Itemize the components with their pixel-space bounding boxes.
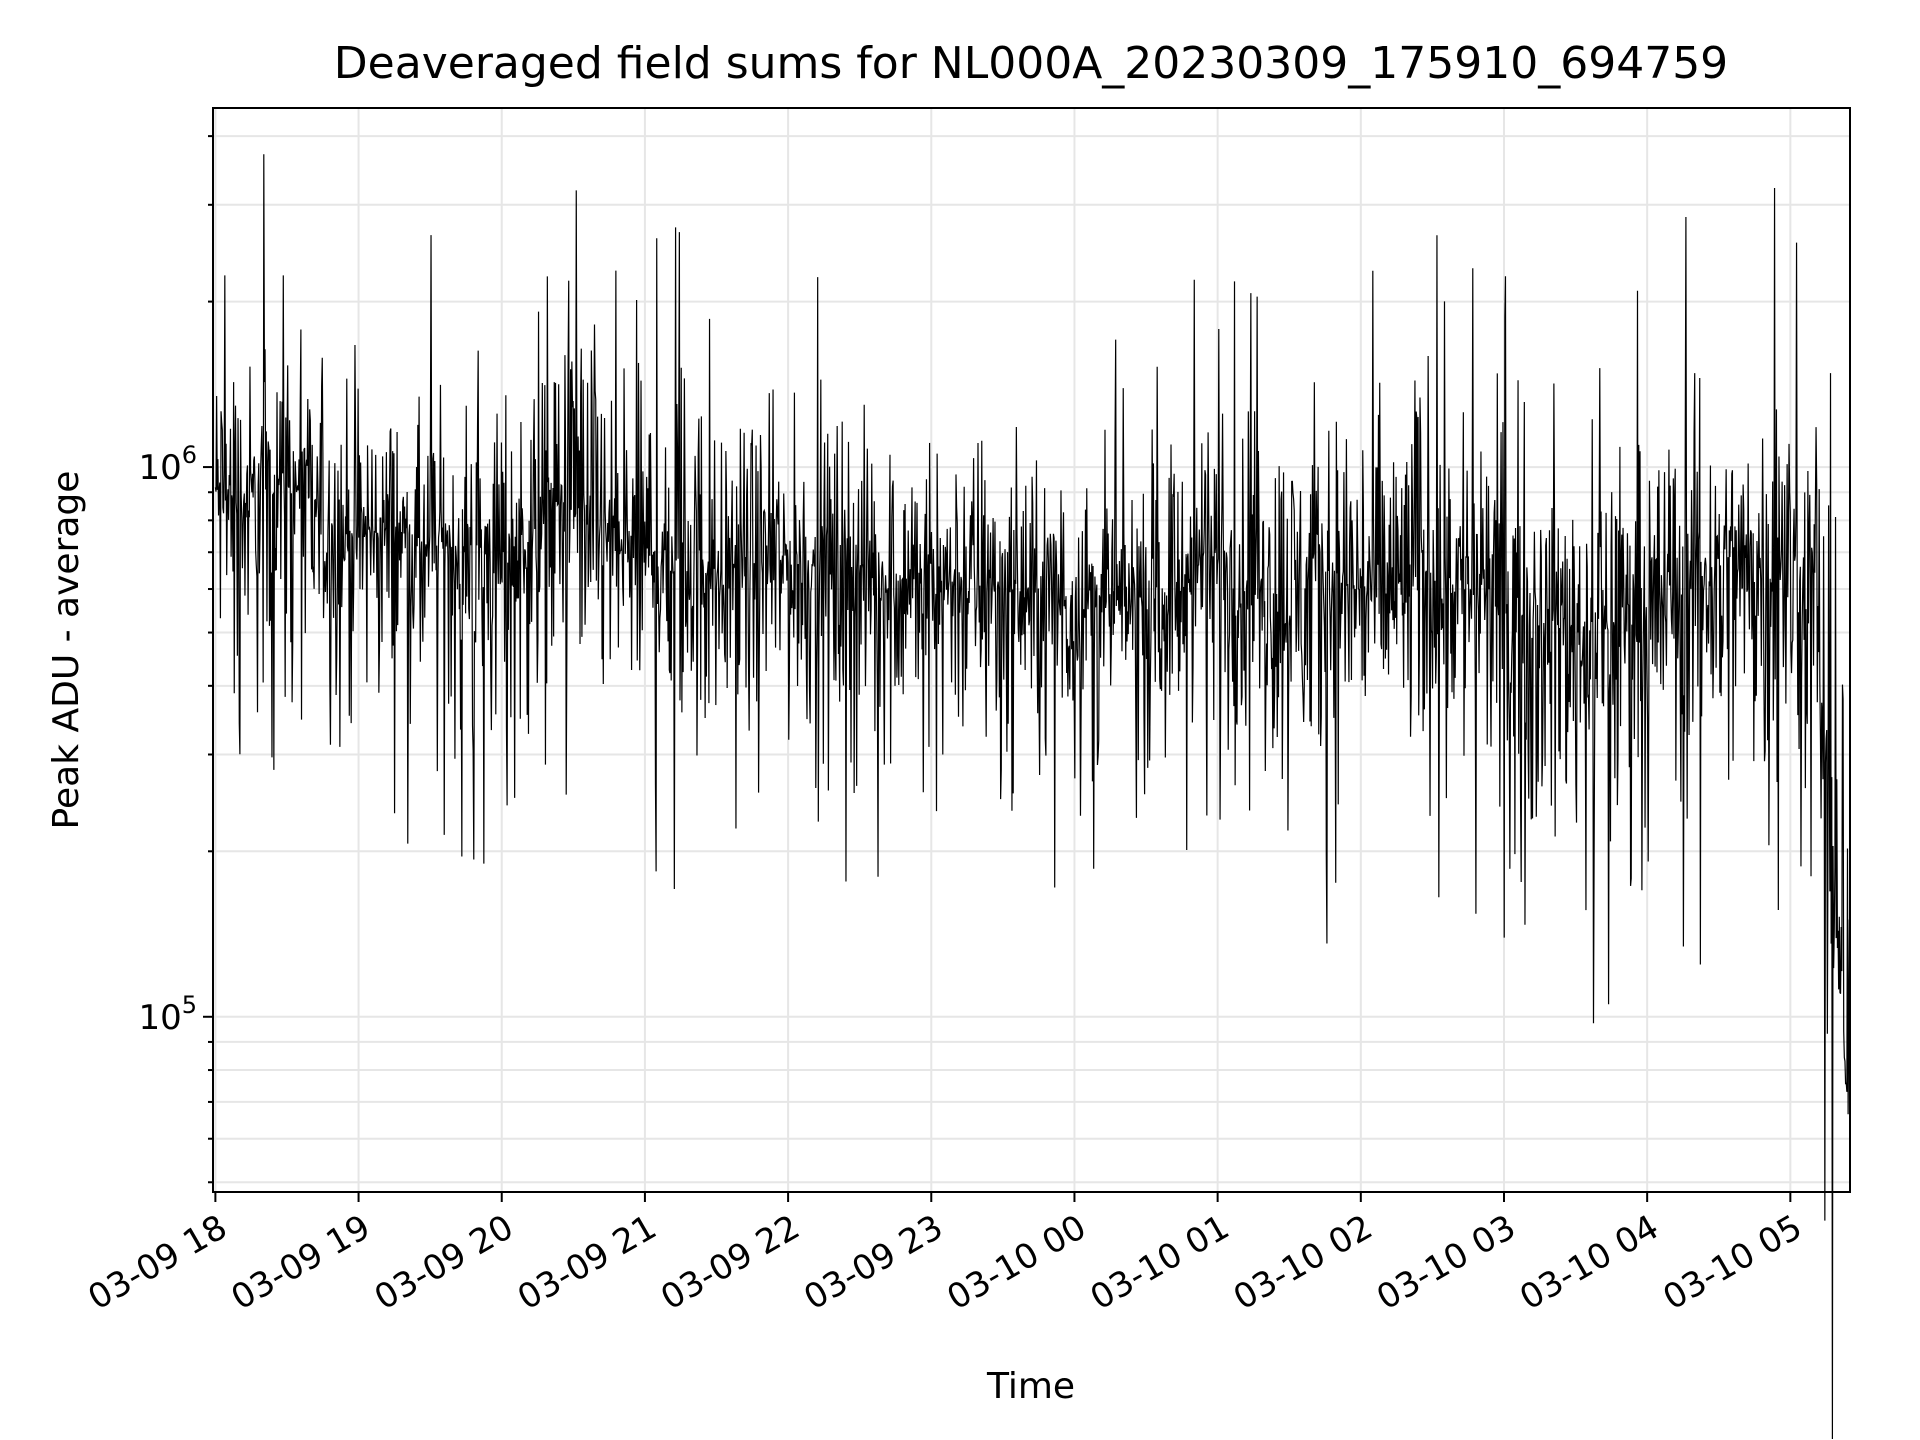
chart-title: Deaveraged field sums for NL000A_2023030… bbox=[334, 38, 1728, 89]
series-line bbox=[214, 154, 1851, 1440]
y-axis-label: Peak ADU - average bbox=[46, 471, 87, 830]
y-tick-label: 105 bbox=[138, 991, 197, 1038]
y-tick-label: 106 bbox=[138, 441, 197, 488]
series-layer bbox=[214, 154, 1851, 1440]
plot-frame bbox=[212, 107, 1851, 1193]
x-axis-label: Time bbox=[986, 1366, 1075, 1407]
